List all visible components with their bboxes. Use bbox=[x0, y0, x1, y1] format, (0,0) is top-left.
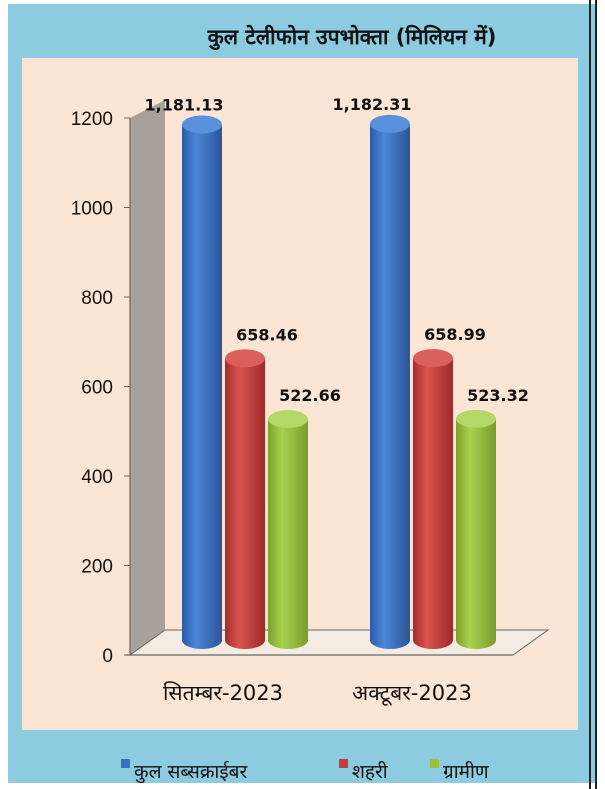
data-label: 1,181.13 bbox=[145, 95, 224, 114]
bar-body bbox=[413, 358, 453, 649]
bar-body bbox=[182, 124, 222, 649]
bar-top bbox=[370, 114, 410, 133]
chart-back-wall bbox=[130, 100, 165, 655]
legend-swatch-urban bbox=[339, 759, 348, 768]
bar-top bbox=[268, 410, 308, 429]
data-label: 523.32 bbox=[467, 386, 529, 405]
bar-top bbox=[182, 115, 222, 134]
data-label: 658.99 bbox=[424, 325, 486, 344]
y-axis-ticks: 0 200 400 600 800 1000 1200 bbox=[71, 109, 130, 667]
bar-body bbox=[225, 358, 265, 649]
y-tick-label: 0 bbox=[102, 646, 113, 667]
data-label: 658.46 bbox=[236, 325, 298, 344]
legend-label-urban: शहरी bbox=[352, 760, 389, 783]
data-label: 522.66 bbox=[279, 386, 341, 405]
legend: कुल सब्सक्राईबर शहरी ग्रामीण bbox=[121, 759, 489, 784]
y-tick-label: 800 bbox=[81, 288, 113, 309]
bar-top bbox=[225, 349, 265, 368]
legend-label-rural: ग्रामीण bbox=[443, 760, 489, 783]
legend-swatch-total bbox=[121, 759, 130, 768]
chart-title: कुल टेलीफोन उपभोक्ता (मिलियन में) bbox=[207, 24, 497, 51]
y-tick-label: 400 bbox=[81, 467, 113, 488]
x-tick-label-oct-2023: अक्टूबर-2023 bbox=[352, 681, 472, 706]
bar-series-group: 1,181.13 658.46 522.66 1,182.31 658.99 523.32 bbox=[145, 95, 529, 650]
y-tick-label: 1000 bbox=[71, 199, 113, 220]
bar bbox=[413, 349, 453, 649]
y-tick-label: 600 bbox=[81, 378, 113, 399]
bar-top bbox=[456, 409, 496, 428]
bar-body bbox=[370, 123, 410, 650]
bar bbox=[370, 114, 410, 650]
bar bbox=[182, 115, 222, 649]
legend-label-total: कुल सब्सक्राईबर bbox=[134, 760, 249, 784]
bar-body bbox=[456, 418, 496, 649]
bar bbox=[456, 409, 496, 649]
bar bbox=[268, 410, 308, 649]
y-tick-label: 200 bbox=[81, 557, 113, 578]
legend-swatch-rural bbox=[430, 759, 439, 768]
x-tick-label-sep-2023: सितम्बर-2023 bbox=[163, 681, 283, 705]
bar-top bbox=[413, 349, 453, 368]
bar bbox=[225, 349, 265, 649]
data-label: 1,182.31 bbox=[333, 95, 412, 114]
bar-body bbox=[268, 419, 308, 649]
y-tick-label: 1200 bbox=[71, 109, 113, 130]
